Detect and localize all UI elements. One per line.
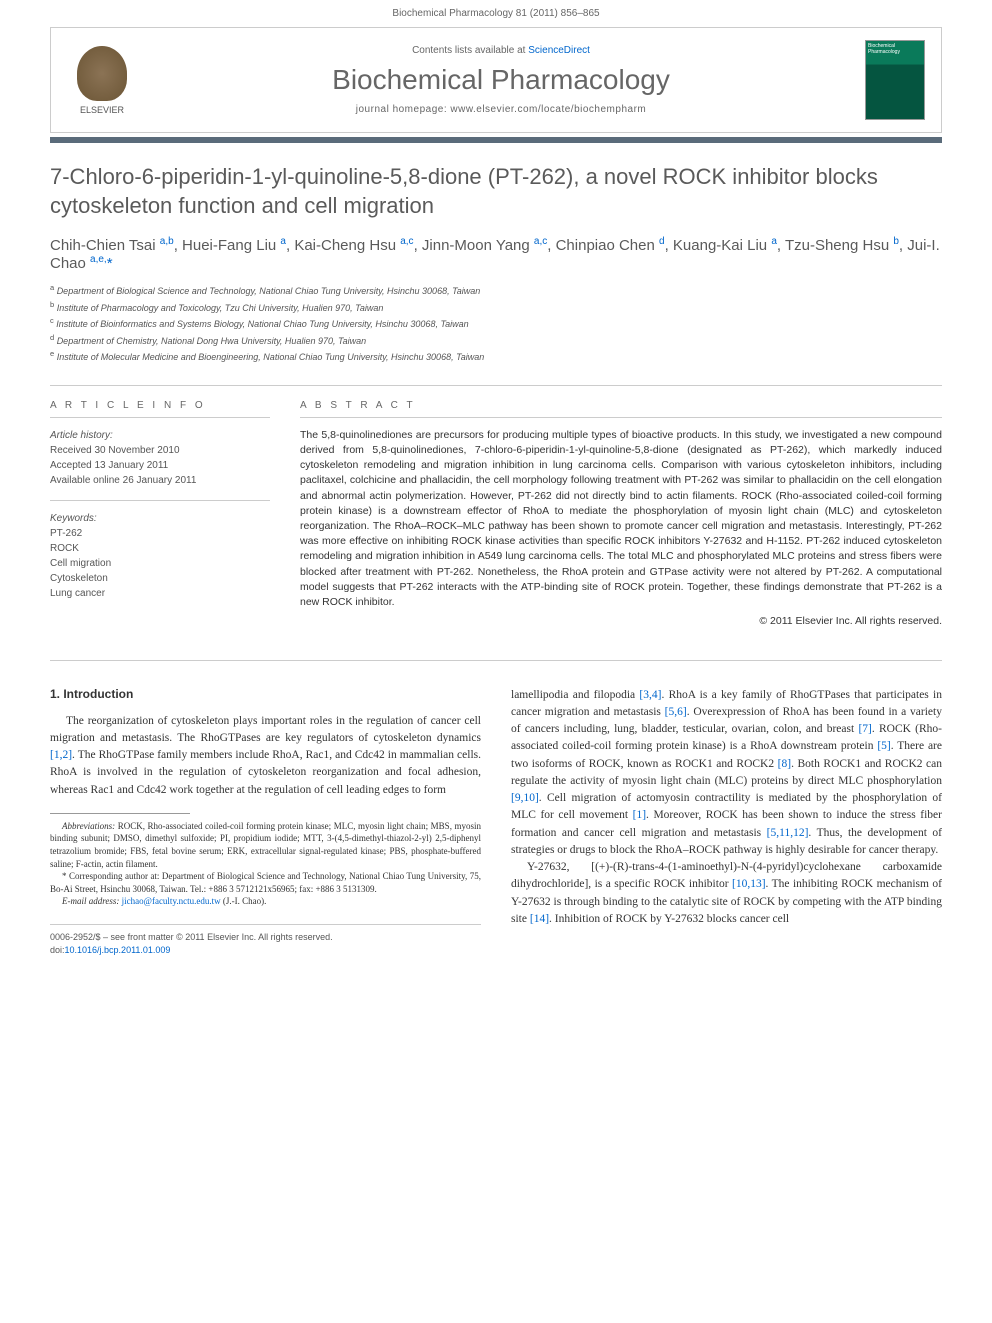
publisher-name: ELSEVIER — [80, 105, 124, 115]
header-citation: Biochemical Pharmacology 81 (2011) 856–8… — [392, 8, 599, 19]
available-date: Available online 26 January 2011 — [50, 475, 196, 486]
keywords-block: Keywords: PT-262 ROCK Cell migration Cyt… — [50, 511, 270, 601]
right-column: lamellipodia and filopodia [3,4]. RhoA i… — [511, 687, 942, 957]
affiliation-b: b Institute of Pharmacology and Toxicolo… — [50, 299, 942, 316]
banner-center: Contents lists available at ScienceDirec… — [137, 45, 865, 115]
abstract-column: A B S T R A C T The 5,8-quinolinediones … — [300, 400, 942, 630]
accepted-date: Accepted 13 January 2011 — [50, 460, 168, 471]
keyword-1: ROCK — [50, 543, 79, 554]
front-matter-line: 0006-2952/$ – see front matter © 2011 El… — [50, 932, 333, 942]
article-info-heading: A R T I C L E I N F O — [50, 400, 270, 418]
keyword-4: Lung cancer — [50, 588, 105, 599]
contents-line: Contents lists available at ScienceDirec… — [137, 45, 865, 56]
body-columns: 1. Introduction The reorganization of cy… — [50, 660, 942, 957]
info-abstract-row: A R T I C L E I N F O Article history: R… — [50, 385, 942, 630]
article-info-column: A R T I C L E I N F O Article history: R… — [50, 400, 270, 630]
abstract-heading: A B S T R A C T — [300, 400, 942, 418]
abstract-body: The 5,8-quinolinediones are precursors f… — [300, 429, 942, 608]
affiliation-e: e Institute of Molecular Medicine and Bi… — [50, 348, 942, 365]
journal-name: Biochemical Pharmacology — [137, 64, 865, 96]
doi-link[interactable]: 10.1016/j.bcp.2011.01.009 — [65, 945, 171, 955]
intro-heading: 1. Introduction — [50, 687, 481, 701]
abstract-copyright: © 2011 Elsevier Inc. All rights reserved… — [300, 614, 942, 629]
keywords-label: Keywords: — [50, 513, 97, 524]
contents-prefix: Contents lists available at — [412, 45, 528, 56]
article-history: Article history: Received 30 November 20… — [50, 428, 270, 488]
footnote-divider — [50, 813, 190, 814]
email-footnote: E-mail address: jichao@faculty.nctu.edu.… — [50, 895, 481, 908]
banner-divider — [50, 137, 942, 143]
abstract-text: The 5,8-quinolinediones are precursors f… — [300, 428, 942, 630]
sciencedirect-link[interactable]: ScienceDirect — [528, 45, 590, 56]
intro-para-1: The reorganization of cytoskeleton plays… — [50, 713, 481, 799]
intro-para-3: Y-27632, [(+)-(R)-trans-4-(1-aminoethyl)… — [511, 859, 942, 928]
received-date: Received 30 November 2010 — [50, 445, 180, 456]
keyword-2: Cell migration — [50, 558, 111, 569]
abbreviations-footnote: Abbreviations: ROCK, Rho-associated coil… — [50, 820, 481, 870]
intro-para-2: lamellipodia and filopodia [3,4]. RhoA i… — [511, 687, 942, 860]
article-content: 7-Chloro-6-piperidin-1-yl-quinoline-5,8-… — [0, 163, 992, 956]
authors-list: Chih-Chien Tsai a,b, Huei-Fang Liu a, Ka… — [50, 236, 942, 272]
cover-title: Biochemical Pharmacology — [868, 43, 924, 55]
elsevier-logo[interactable]: ELSEVIER — [67, 40, 137, 120]
article-title: 7-Chloro-6-piperidin-1-yl-quinoline-5,8-… — [50, 163, 942, 220]
corresponding-footnote: * Corresponding author at: Department of… — [50, 870, 481, 895]
bottom-line: 0006-2952/$ – see front matter © 2011 El… — [50, 924, 481, 956]
running-header: Biochemical Pharmacology 81 (2011) 856–8… — [0, 0, 992, 27]
info-divider — [50, 500, 270, 501]
affiliation-c: c Institute of Bioinformatics and System… — [50, 315, 942, 332]
doi-prefix: doi: — [50, 945, 65, 955]
journal-homepage[interactable]: journal homepage: www.elsevier.com/locat… — [137, 104, 865, 115]
journal-cover-thumbnail[interactable]: Biochemical Pharmacology — [865, 40, 925, 120]
affiliation-a: a Department of Biological Science and T… — [50, 282, 942, 299]
elsevier-tree-icon — [77, 46, 127, 101]
keyword-3: Cytoskeleton — [50, 573, 108, 584]
left-column: 1. Introduction The reorganization of cy… — [50, 687, 481, 957]
affiliation-d: d Department of Chemistry, National Dong… — [50, 332, 942, 349]
keyword-0: PT-262 — [50, 528, 82, 539]
affiliations: a Department of Biological Science and T… — [50, 282, 942, 365]
history-label: Article history: — [50, 430, 113, 441]
journal-banner: ELSEVIER Contents lists available at Sci… — [50, 27, 942, 133]
